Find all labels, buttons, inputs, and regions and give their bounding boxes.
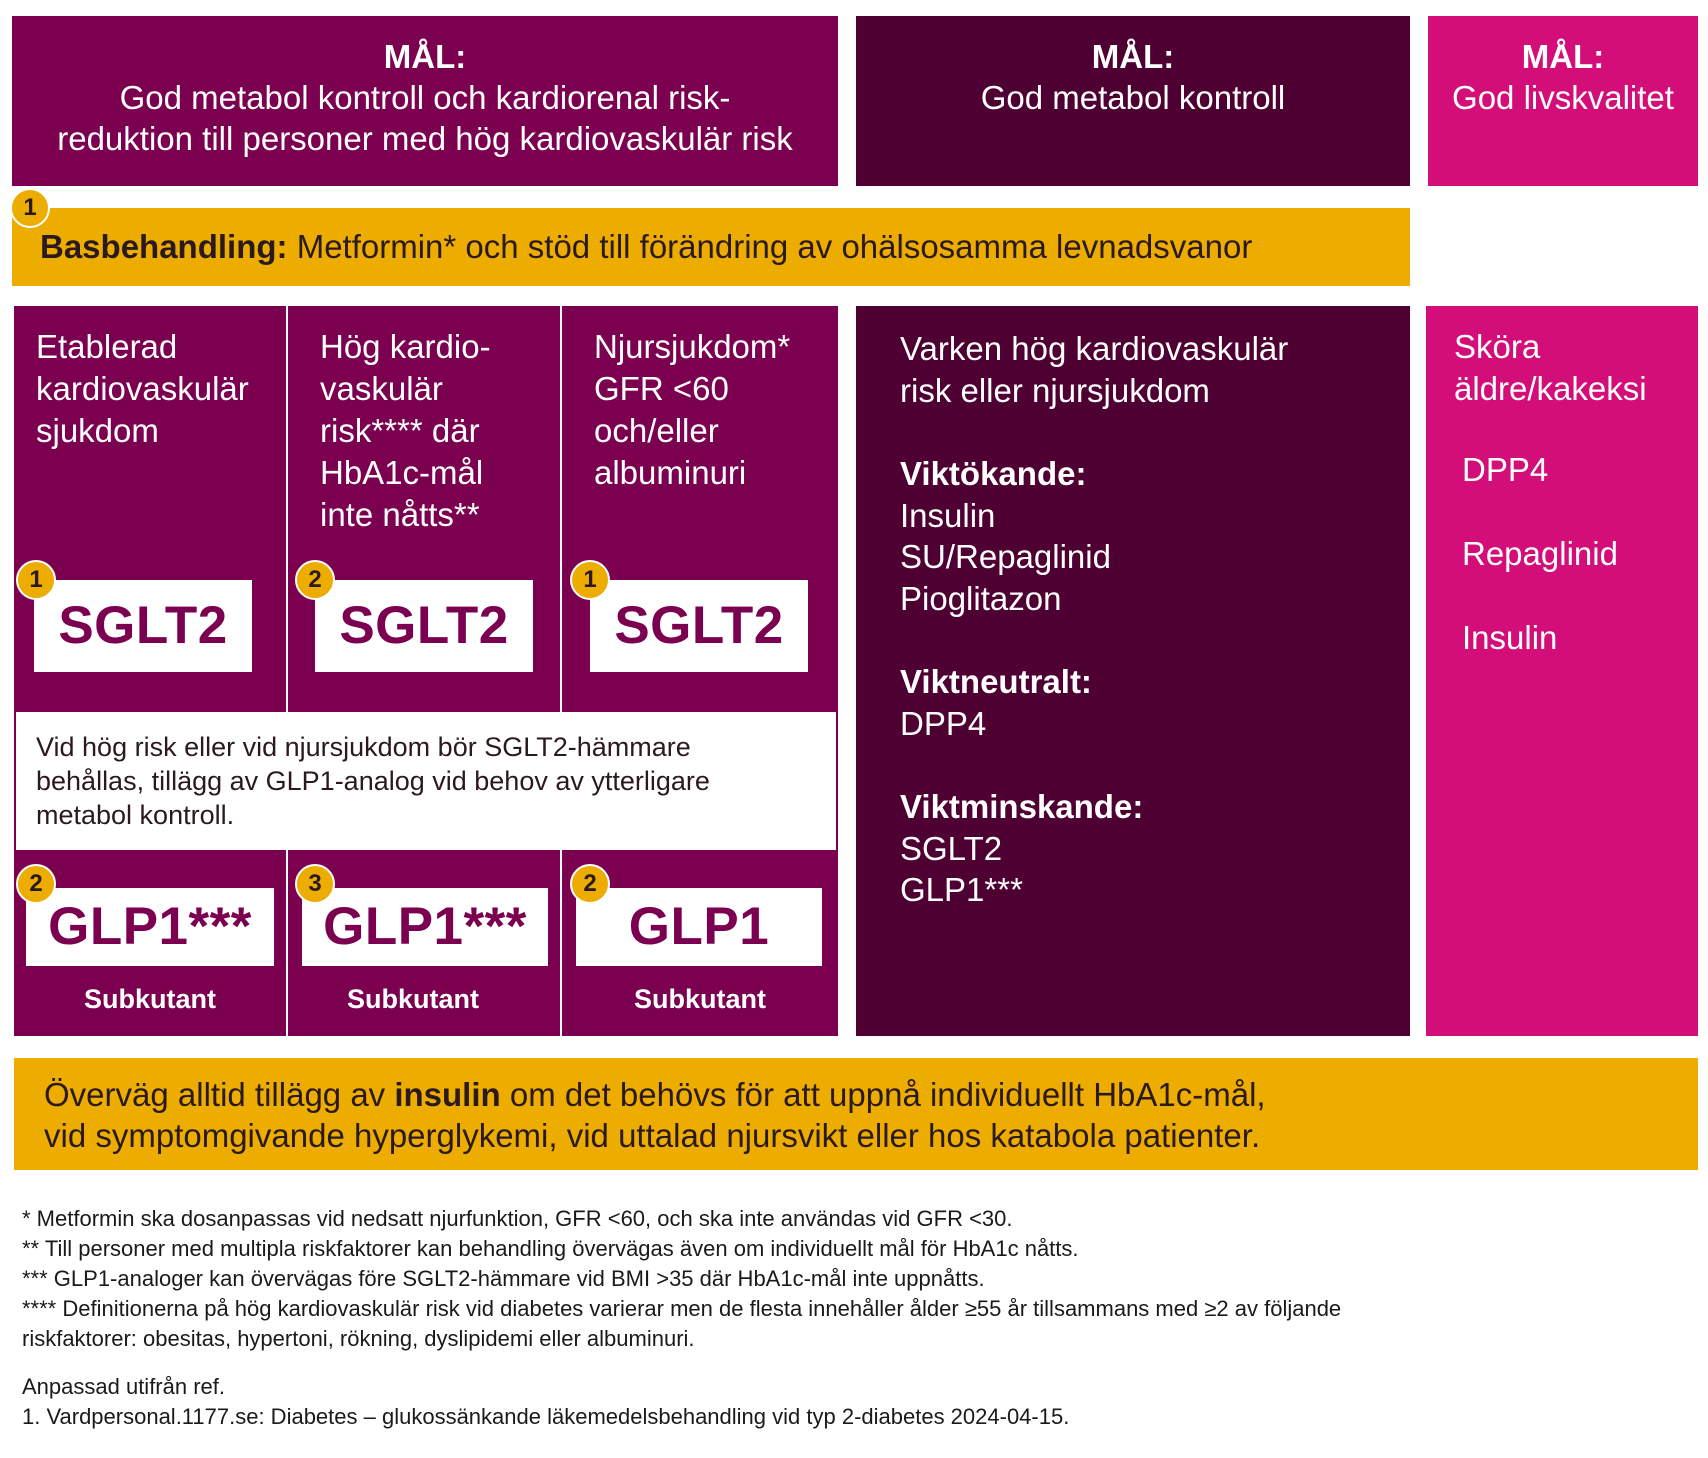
- glp1-box: GLP1: [576, 888, 822, 966]
- drug-item: Pioglitazon: [900, 579, 1062, 617]
- heading-line: äldre/kakeksi: [1454, 369, 1647, 407]
- heading-line: GFR <60: [594, 370, 729, 407]
- drug-item: Insulin: [900, 496, 996, 534]
- goal-text: God metabol kontroll: [980, 79, 1286, 116]
- group-title-weight-loss: Viktminskande:: [900, 788, 1144, 825]
- goal-text-line: reduktion till personer med hög kardiova…: [57, 120, 793, 157]
- step-badge: 2: [570, 864, 610, 904]
- column-heading: Etablerad kardiovaskulär sjukdom: [14, 306, 286, 452]
- heading-line: Njursjukdom*: [594, 328, 791, 365]
- drug-item: Repaglinid: [1462, 535, 1618, 572]
- glp1-box: GLP1***: [302, 888, 548, 966]
- heading-line: albuminuri: [594, 454, 747, 491]
- subcutaneous-label: Subkutant: [347, 984, 479, 1014]
- goal-box-quality-of-life: MÅL: God livskvalitet: [1428, 16, 1698, 186]
- base-treatment-label: Basbehandling:: [40, 228, 288, 265]
- base-treatment-text: Metformin* och stöd till förändring av o…: [287, 228, 1253, 265]
- heading-line: inte nåtts**: [320, 496, 480, 533]
- step-badge: 3: [295, 864, 335, 904]
- sglt2-box: SGLT2: [34, 580, 252, 672]
- column-no-high-risk: Varken hög kardiovaskulär risk eller nju…: [856, 306, 1410, 1036]
- step-badge: 2: [295, 560, 335, 600]
- drug-item: SGLT2: [900, 829, 1003, 867]
- subcutaneous-label: Subkutant: [84, 984, 216, 1014]
- insulin-line-1: Överväg alltid tillägg av insulin om det…: [44, 1076, 1266, 1113]
- goal-box-metabolic: MÅL: God metabol kontroll: [856, 16, 1410, 186]
- drug-item: SU/Repaglinid: [900, 538, 1111, 575]
- goal-label: MÅL:: [383, 38, 467, 75]
- footnote: **** Definitionerna på hög kardiovaskulä…: [22, 1296, 1342, 1321]
- note-line: behållas, tillägg av GLP1-analog vid beh…: [36, 766, 710, 796]
- subcutaneous-label: Subkutant: [634, 984, 766, 1014]
- footnote: ** Till personer med multipla riskfaktor…: [22, 1236, 1079, 1261]
- reference-line: 1. Vardpersonal.1177.se: Diabetes – gluk…: [22, 1404, 1070, 1429]
- note-line: metabol kontroll.: [36, 800, 235, 830]
- note-line: Vid hög risk eller vid njursjukdom bör S…: [36, 732, 691, 762]
- heading-line: sjukdom: [36, 412, 159, 449]
- column-frail-elderly: Sköra äldre/kakeksi DPP4 Repaglinid Insu…: [1426, 306, 1698, 1036]
- footnotes: * Metformin ska dosanpassas vid nedsatt …: [22, 1204, 1692, 1354]
- reference: Anpassad utifrån ref. 1. Vardpersonal.11…: [22, 1372, 1692, 1432]
- step-badge: 1: [16, 560, 56, 600]
- heading-line: risk eller njursjukdom: [900, 371, 1210, 409]
- note-box: Vid hög risk eller vid njursjukdom bör S…: [16, 712, 836, 850]
- heading-line: och/eller: [594, 412, 719, 449]
- heading-line: kardiovaskulär: [36, 370, 249, 407]
- heading-line: Hög kardio-: [320, 328, 491, 365]
- step-badge: 1: [570, 560, 610, 600]
- drug-item: DPP4: [1462, 451, 1549, 488]
- goal-box-cardiorenal: MÅL: God metabol kontroll och kardiorena…: [12, 16, 838, 186]
- base-treatment-bar: Basbehandling: Metformin* och stöd till …: [12, 208, 1410, 286]
- group-title-weight-gain: Viktökande:: [900, 455, 1087, 492]
- column-heading: Hög kardio- vaskulär risk**** där HbA1c-…: [298, 306, 560, 536]
- goal-label: MÅL:: [1521, 38, 1605, 75]
- step-badge: 1: [10, 188, 50, 228]
- insulin-line-2: vid symptomgivande hyperglykemi, vid utt…: [44, 1117, 1261, 1154]
- column-heading: Njursjukdom* GFR <60 och/eller albuminur…: [572, 306, 838, 494]
- footnote: riskfaktorer: obesitas, hypertoni, rökni…: [22, 1326, 695, 1351]
- footnote: *** GLP1-analoger kan övervägas före SGL…: [22, 1266, 985, 1291]
- goal-text-line: God metabol kontroll och kardiorenal ris…: [119, 79, 731, 116]
- insulin-consider-box: Överväg alltid tillägg av insulin om det…: [14, 1058, 1698, 1170]
- footnote: * Metformin ska dosanpassas vid nedsatt …: [22, 1206, 1013, 1231]
- drug-item: DPP4: [900, 704, 987, 742]
- sglt2-box: SGLT2: [590, 580, 808, 672]
- goal-text: God livskvalitet: [1452, 79, 1674, 116]
- heading-line: HbA1c-mål: [320, 454, 484, 491]
- heading-line: Varken hög kardiovaskulär: [900, 330, 1289, 367]
- glp1-box: GLP1***: [26, 888, 274, 966]
- heading-line: risk**** där: [320, 412, 480, 449]
- step-badge: 2: [16, 864, 56, 904]
- drug-item: Insulin: [1462, 619, 1558, 656]
- heading-line: Etablerad: [36, 328, 178, 365]
- goal-label: MÅL:: [1091, 38, 1175, 75]
- sglt2-box: SGLT2: [315, 580, 533, 672]
- group-title-weight-neutral: Viktneutralt:: [900, 663, 1092, 700]
- reference-line: Anpassad utifrån ref.: [22, 1374, 226, 1399]
- drug-item: GLP1***: [900, 871, 1023, 908]
- heading-line: vaskulär: [320, 370, 443, 407]
- heading-line: Sköra: [1454, 328, 1541, 365]
